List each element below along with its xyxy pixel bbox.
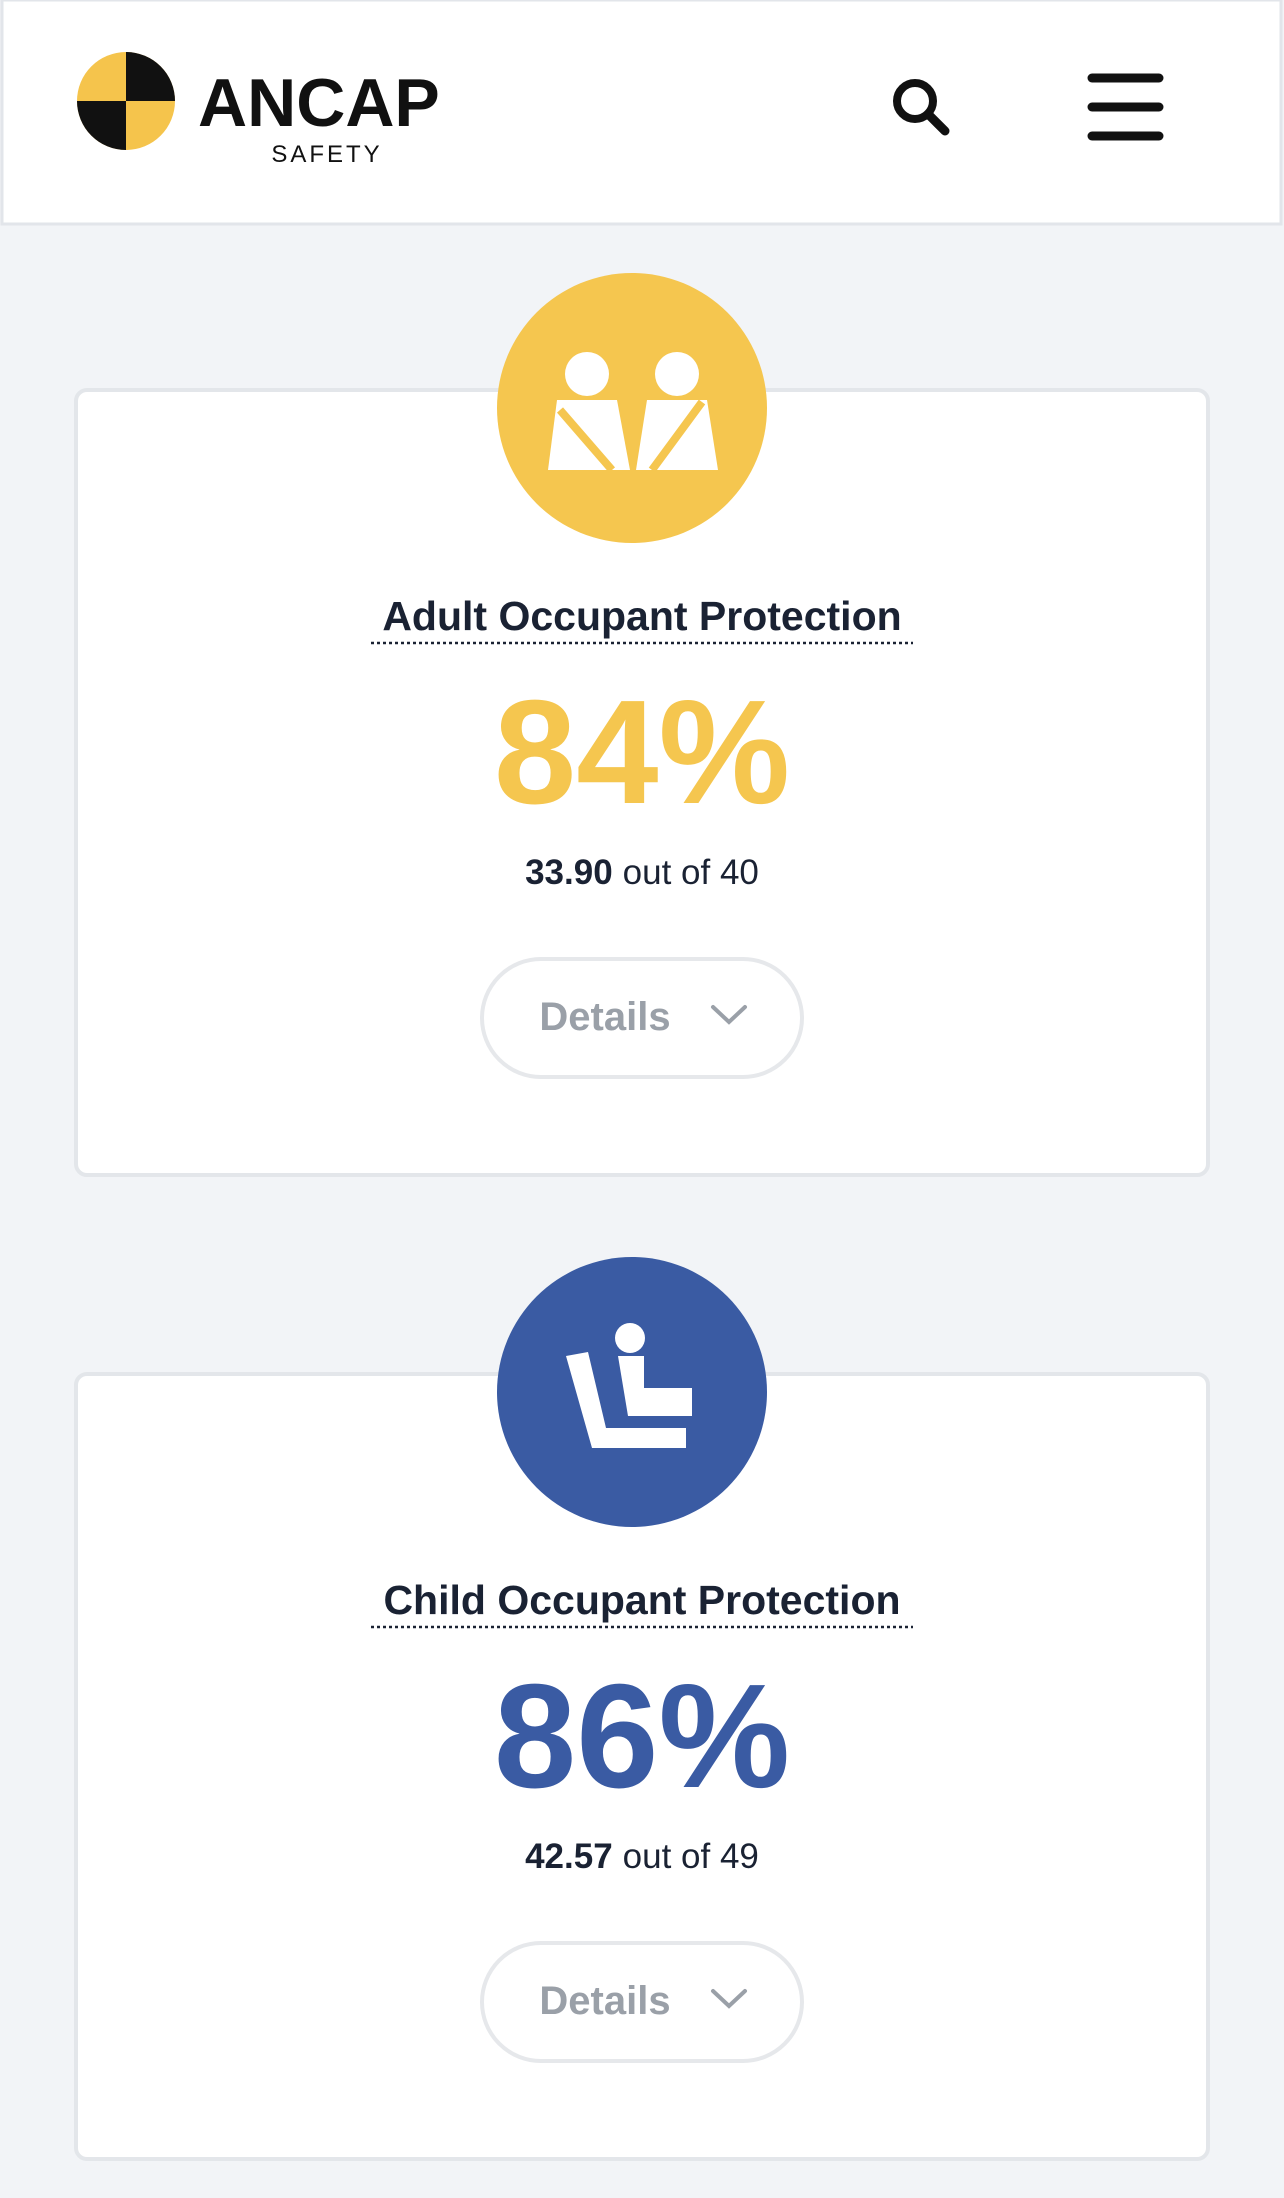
icon-belt (556, 399, 706, 473)
details-button[interactable]: Details (480, 1941, 804, 2063)
logo-quadrant (77, 101, 126, 150)
logo-quadrant (126, 52, 175, 101)
details-button[interactable]: Details (480, 957, 804, 1079)
icon-circle (497, 273, 767, 543)
icon-seat (566, 1352, 686, 1448)
score: 33.90 (525, 853, 613, 892)
score-line: 33.90 out of 40 (525, 853, 759, 892)
logo[interactable]: ANCAP SAFETY (77, 52, 440, 168)
search-handle (923, 109, 950, 136)
button-label: Details (539, 995, 670, 1039)
search-lens (893, 79, 937, 123)
card-title: Child Occupant Protection (383, 1577, 900, 1623)
button-outline (480, 1941, 804, 2063)
score-line: 42.57 out of 49 (525, 1837, 759, 1876)
icon (566, 1323, 692, 1448)
cards: Adult Occupant Protection 84% 33.90 out of … (74, 273, 1210, 2161)
logo-name: ANCAP (198, 65, 440, 141)
out-of: out of 40 (623, 853, 759, 892)
button-outline (480, 957, 804, 1079)
header (0, 0, 1283, 226)
percent: 86% (494, 1654, 790, 1819)
icon-child (618, 1356, 692, 1416)
score: 42.57 (525, 1837, 613, 1876)
search-icon[interactable] (893, 79, 950, 136)
menu-icon[interactable] (1087, 73, 1164, 141)
logo-sub: SAFETY (271, 141, 382, 168)
icon (548, 352, 718, 473)
icon-head (615, 1323, 645, 1353)
icon-head (565, 352, 609, 396)
percent: 84% (494, 670, 790, 835)
chevron (711, 1005, 747, 1025)
button-label: Details (539, 1979, 670, 2023)
rating-card: Child Occupant Protection 86% 42.57 out of … (74, 1257, 1210, 2161)
rating-card: Adult Occupant Protection 84% 33.90 out of … (74, 273, 1210, 1177)
icon-head (655, 352, 699, 396)
out-of: out of 49 (623, 1837, 759, 1876)
card-title: Adult Occupant Protection (382, 593, 901, 639)
chevron (711, 1989, 747, 2009)
